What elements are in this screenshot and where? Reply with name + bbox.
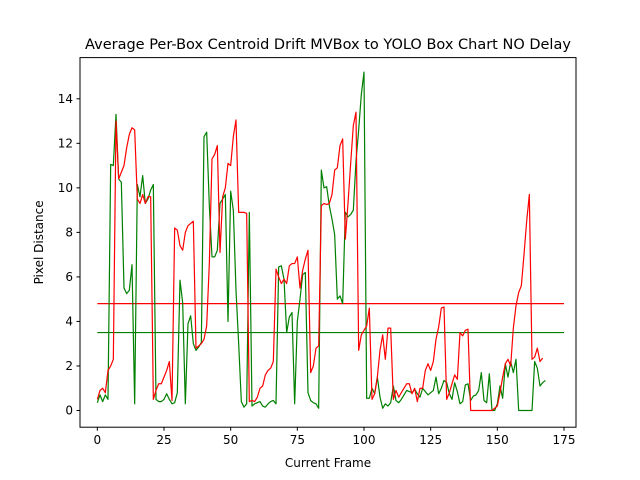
y-tick-label: 2 xyxy=(65,359,73,373)
x-tick-label: 25 xyxy=(156,433,171,447)
y-tick-label: 8 xyxy=(65,226,73,240)
plot-marks xyxy=(96,71,564,412)
x-tick-label: 125 xyxy=(419,433,442,447)
x-axis: 0 25 50 75 100 125 150 175 xyxy=(94,427,576,447)
series-line-1 xyxy=(96,111,544,412)
x-tick-label: 100 xyxy=(353,433,376,447)
x-tick-label: 150 xyxy=(486,433,509,447)
x-tick-label: 75 xyxy=(290,433,305,447)
y-tick-label: 14 xyxy=(58,92,73,106)
chart-title: Average Per-Box Centroid Drift MVBox to … xyxy=(85,37,571,53)
y-tick-label: 6 xyxy=(65,270,73,284)
y-tick-label: 10 xyxy=(58,181,73,195)
y-tick-label: 0 xyxy=(65,404,73,418)
x-tick-label: 50 xyxy=(223,433,238,447)
series-line-0 xyxy=(96,71,546,412)
x-tick-label: 175 xyxy=(553,433,576,447)
y-axis-label: Pixel Distance xyxy=(32,200,46,284)
plot-frame xyxy=(79,57,577,428)
y-axis: 0 2 4 6 8 10 12 14 xyxy=(58,92,80,418)
y-tick-label: 12 xyxy=(58,137,73,151)
x-tick-label: 0 xyxy=(94,433,102,447)
x-axis-label: Current Frame xyxy=(285,456,371,470)
y-tick-label: 4 xyxy=(65,315,73,329)
